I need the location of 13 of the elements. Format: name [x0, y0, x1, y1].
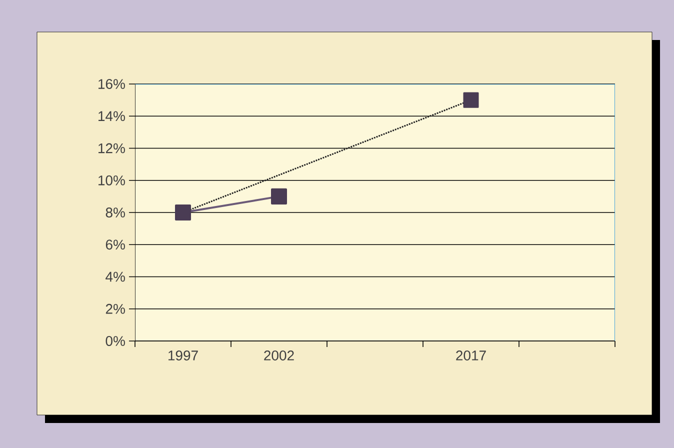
y-tick-label: 16% [98, 79, 125, 89]
y-tick-label: 2% [106, 304, 125, 314]
y-tick-label: 8% [106, 208, 125, 218]
x-tick-label: 1997 [168, 350, 198, 360]
x-tick-label: 2002 [264, 350, 294, 360]
x-tick-label: 2017 [456, 350, 486, 360]
y-tick-label: 12% [98, 143, 125, 154]
y-tick-label: 6% [106, 240, 125, 250]
y-tick-label: 0% [106, 336, 125, 346]
y-tick-label: 4% [106, 272, 125, 282]
y-tick-label: 10% [98, 175, 125, 186]
point [271, 188, 288, 204]
y-tick-label: 14% [98, 111, 125, 122]
